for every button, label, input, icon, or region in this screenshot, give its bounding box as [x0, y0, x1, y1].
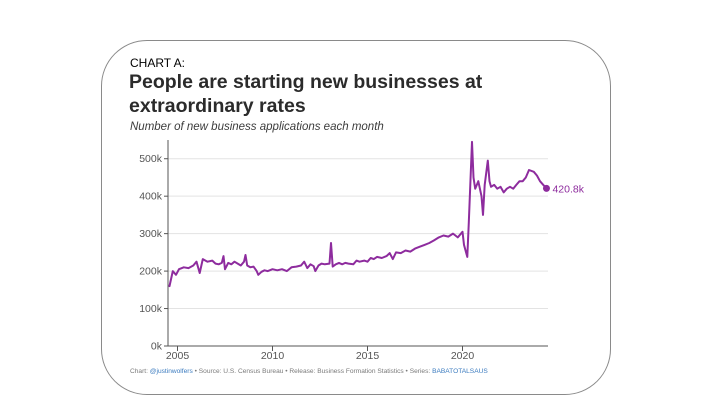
end-value-label: 420.8k — [552, 183, 584, 195]
source-line: Chart: @justinwolfers • Source: U.S. Cen… — [130, 368, 488, 375]
y-tick-label: 0k — [151, 341, 163, 353]
source-middle: • Source: U.S. Census Bureau • Release: … — [192, 368, 433, 375]
axes — [164, 140, 548, 351]
series: 420.8k — [168, 140, 585, 288]
tick-labels: 0k 100k 200k 300k 400k 500k 2005 2010 2015 2020 — [139, 153, 474, 362]
end-point-marker — [542, 184, 550, 192]
y-tick-label: 100k — [139, 303, 163, 315]
author-link[interactable]: @justinwolfers — [149, 368, 193, 375]
y-tick-label: 400k — [139, 191, 163, 203]
y-tick-label: 200k — [139, 266, 163, 278]
x-tick-label: 2005 — [166, 350, 190, 362]
chart-subtitle: Number of new business applications each… — [130, 121, 384, 133]
series-link[interactable]: BABATOTALSAUS — [432, 368, 488, 375]
x-tick-label: 2015 — [356, 350, 380, 362]
chart-label: CHART A: — [130, 56, 185, 70]
x-tick-label: 2010 — [261, 350, 285, 362]
series-line — [168, 140, 548, 288]
y-tick-label: 300k — [139, 228, 163, 240]
chart-card — [101, 40, 611, 395]
chart-title: People are starting new businesses at ex… — [129, 71, 483, 117]
source-prefix: Chart: — [130, 368, 150, 375]
gridlines — [168, 158, 548, 310]
x-tick-label: 2020 — [451, 350, 475, 362]
y-tick-label: 500k — [139, 153, 163, 165]
